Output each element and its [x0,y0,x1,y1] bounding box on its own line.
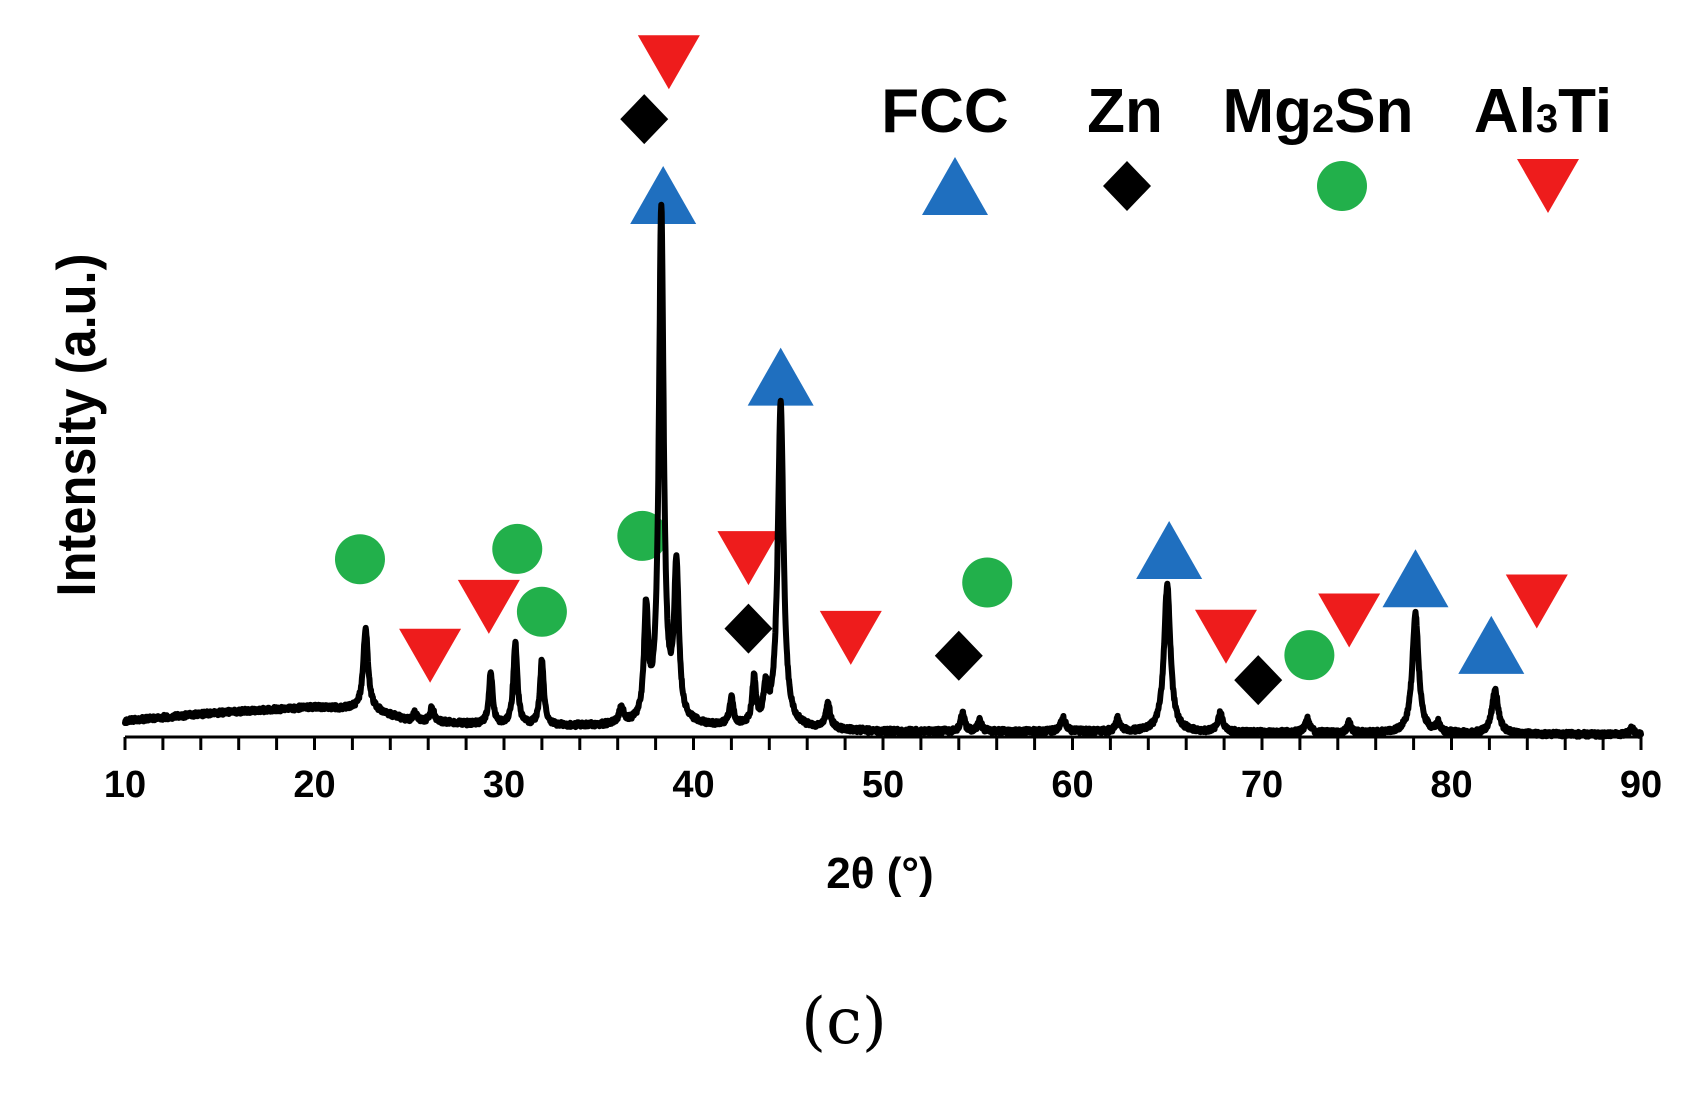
legend-label-fcc: FCC [881,77,1008,146]
fcc-peak-marker [747,347,814,406]
mg2sn-peak-marker [1284,630,1335,681]
fcc-peak-marker [1136,521,1203,580]
panel-label: (c) [801,985,887,1059]
legend-marker-zn [1103,161,1151,211]
al3ti-peak-marker [399,628,462,683]
zn-peak-marker [620,94,669,145]
legend: FCC Zn Mg2Sn Al3Ti [881,77,1612,215]
x-tick-label: 30 [483,764,525,806]
zn-peak-marker [724,603,773,654]
y-axis-title: Intensity (a.u.) [46,254,107,597]
x-axis-title: 2θ (°) [826,849,933,898]
al3ti-peak-marker [1194,609,1257,664]
fcc-peak-marker [1458,615,1525,674]
mg2sn-peak-marker [962,557,1013,608]
al3ti-peak-marker [717,531,780,586]
zn-peak-marker [934,630,983,681]
legend-marker-mg2sn [1317,161,1367,211]
fcc-peak-marker [630,166,697,224]
fcc-peak-marker [1382,549,1449,608]
mg2sn-peak-marker [516,586,567,637]
al3ti-peak-marker [819,610,882,665]
legend-marker-al3ti [1517,159,1579,213]
legend-label-zn: Zn [1087,77,1163,146]
al3ti-peak-marker [1505,574,1568,629]
x-tick-label: 10 [104,764,146,806]
al3ti-peak-marker [1318,593,1381,648]
al3ti-peak-marker [637,35,700,90]
x-axis: 10 20 30 40 50 60 70 80 90 [104,735,1662,806]
legend-marker-fcc [922,157,988,215]
x-tick-label: 80 [1430,764,1472,806]
x-tick-label: 20 [293,764,335,806]
x-tick-label: 50 [862,764,904,806]
zn-peak-marker [1234,655,1283,706]
x-tick-label: 60 [1051,764,1093,806]
mg2sn-peak-marker [334,534,385,585]
mg2sn-peak-marker [492,523,543,574]
x-tick-label: 90 [1620,764,1662,806]
xrd-pattern-line [122,201,1644,740]
legend-label-al3ti: Al3Ti [1474,77,1612,146]
x-tick-label: 40 [672,764,714,806]
legend-label-mg2sn: Mg2Sn [1222,77,1413,146]
x-tick-label: 70 [1241,764,1283,806]
al3ti-peak-marker [457,579,520,634]
